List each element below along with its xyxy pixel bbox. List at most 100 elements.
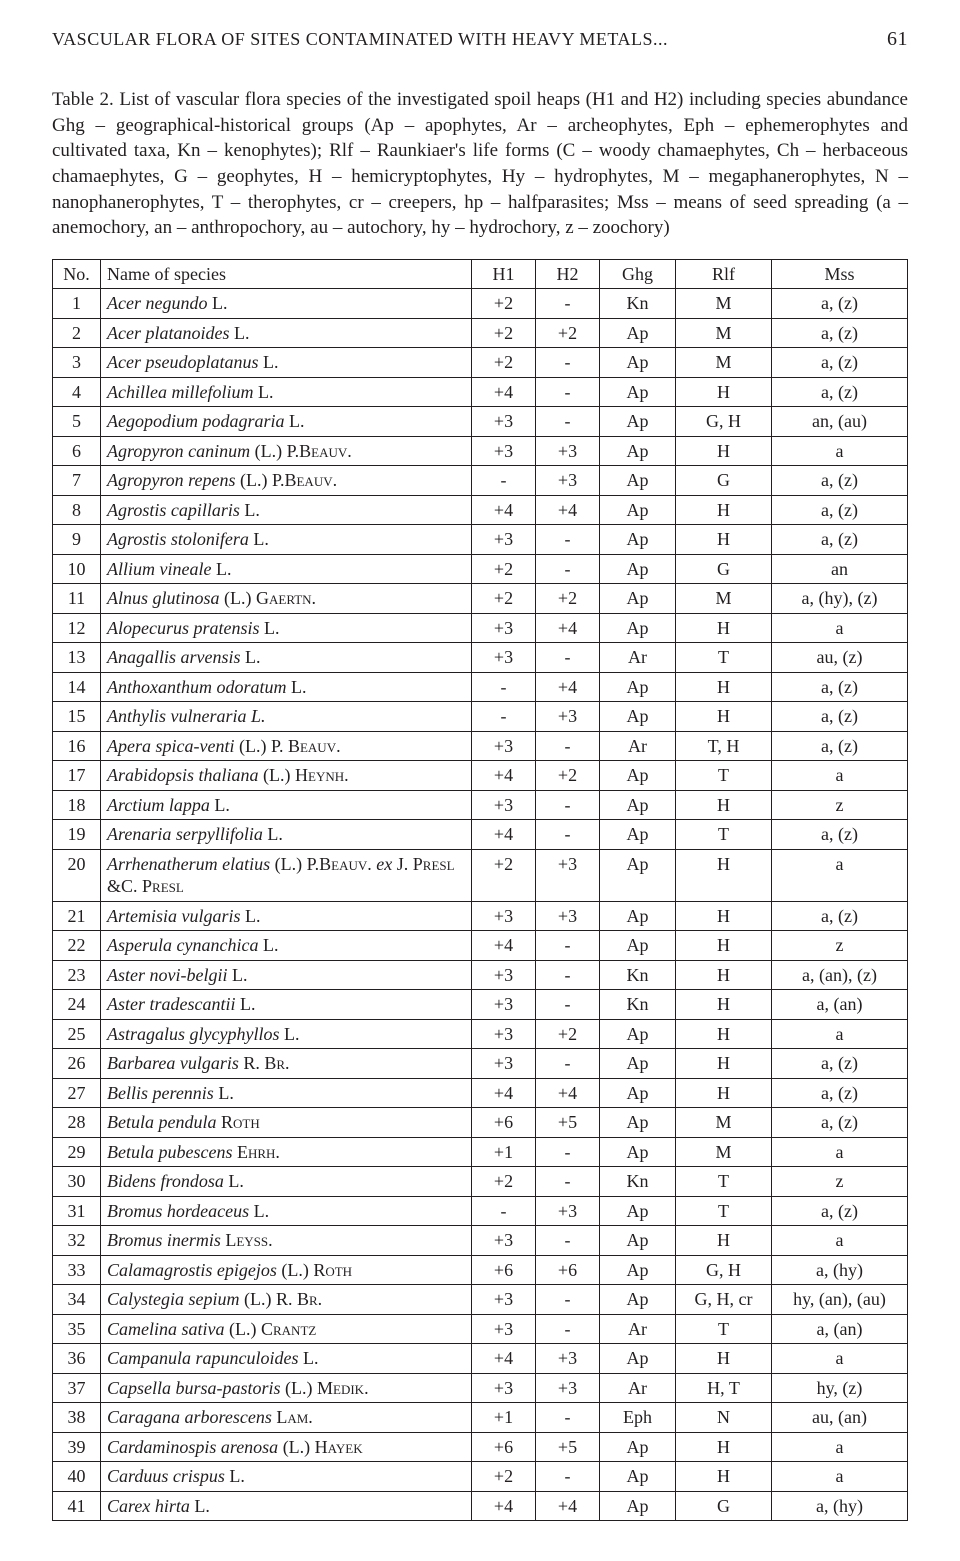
table-row: 6Agropyron caninum (L.) P.Beauv.+3+3ApHa [53,436,908,466]
table-row: 33Calamagrostis epigejos (L.) Roth+6+6Ap… [53,1255,908,1285]
cell-h2: - [536,348,600,378]
cell-mss: a, (z) [772,348,908,378]
cell-h1: +4 [472,377,536,407]
cell-ghg: Ap [600,820,676,850]
cell-ghg: Ap [600,318,676,348]
cell-mss: a, (z) [772,1108,908,1138]
table-row: 31Bromus hordeaceus L.-+3ApTa, (z) [53,1196,908,1226]
cell-name: Barbarea vulgaris R. Br. [101,1049,472,1079]
cell-name: Carduus crispus L. [101,1462,472,1492]
cell-h2: +3 [536,466,600,496]
cell-h1: +2 [472,849,536,901]
cell-name: Calamagrostis epigejos (L.) Roth [101,1255,472,1285]
cell-ghg: Ap [600,1344,676,1374]
cell-ghg: Ap [600,1108,676,1138]
cell-ghg: Ap [600,849,676,901]
table-row: 7Agropyron repens (L.) P.Beauv.-+3ApGa, … [53,466,908,496]
table-row: 10Allium vineale L.+2-ApGan [53,554,908,584]
cell-h1: +3 [472,1049,536,1079]
cell-rlf: H [676,790,772,820]
cell-rlf: T [676,643,772,673]
cell-ghg: Kn [600,960,676,990]
cell-rlf: H [676,960,772,990]
cell-h2: - [536,289,600,319]
cell-no: 35 [53,1314,101,1344]
cell-no: 20 [53,849,101,901]
cell-mss: a, (z) [772,1196,908,1226]
cell-ghg: Ap [600,1196,676,1226]
cell-h1: +6 [472,1108,536,1138]
cell-no: 10 [53,554,101,584]
cell-h2: - [536,731,600,761]
cell-name: Anthoxanthum odoratum L. [101,672,472,702]
cell-rlf: H [676,1019,772,1049]
col-h1: H1 [472,259,536,289]
cell-mss: an [772,554,908,584]
cell-rlf: H [676,1432,772,1462]
cell-ghg: Ap [600,613,676,643]
cell-no: 40 [53,1462,101,1492]
table-row: 37Capsella bursa-pastoris (L.) Medik.+3+… [53,1373,908,1403]
cell-no: 7 [53,466,101,496]
cell-rlf: H [676,990,772,1020]
cell-h2: +3 [536,849,600,901]
cell-ghg: Ap [600,466,676,496]
cell-mss: a, (z) [772,702,908,732]
cell-rlf: T [676,820,772,850]
table-row: 9Agrostis stolonifera L.+3-ApHa, (z) [53,525,908,555]
cell-mss: a [772,1137,908,1167]
cell-h2: - [536,1462,600,1492]
cell-ghg: Ap [600,1255,676,1285]
cell-h2: - [536,960,600,990]
cell-mss: a, (z) [772,495,908,525]
cell-name: Cardaminospis arenosa (L.) Hayek [101,1432,472,1462]
table-row: 12Alopecurus pratensis L.+3+4ApHa [53,613,908,643]
cell-mss: hy, (an), (au) [772,1285,908,1315]
cell-ghg: Ar [600,1373,676,1403]
cell-name: Camelina sativa (L.) Crantz [101,1314,472,1344]
cell-h1: +2 [472,318,536,348]
cell-name: Anthylis vulneraria L. [101,702,472,732]
cell-h2: - [536,1226,600,1256]
table-row: 23Aster novi-belgii L.+3-KnHa, (an), (z) [53,960,908,990]
cell-h1: +3 [472,901,536,931]
cell-h1: +3 [472,1226,536,1256]
cell-mss: z [772,931,908,961]
cell-no: 15 [53,702,101,732]
cell-h1: +2 [472,289,536,319]
col-mss: Mss [772,259,908,289]
cell-h2: - [536,1167,600,1197]
cell-no: 13 [53,643,101,673]
cell-no: 2 [53,318,101,348]
cell-name: Campanula rapunculoides L. [101,1344,472,1374]
cell-mss: a [772,761,908,791]
cell-rlf: G [676,466,772,496]
cell-mss: an, (au) [772,407,908,437]
cell-mss: a [772,1019,908,1049]
cell-rlf: T [676,1167,772,1197]
cell-rlf: N [676,1403,772,1433]
cell-name: Bromus hordeaceus L. [101,1196,472,1226]
table-row: 40Carduus crispus L.+2-ApHa [53,1462,908,1492]
cell-h2: +2 [536,1019,600,1049]
table-row: 13Anagallis arvensis L.+3-ArTau, (z) [53,643,908,673]
cell-no: 5 [53,407,101,437]
cell-h1: +3 [472,960,536,990]
cell-name: Carex hirta L. [101,1491,472,1521]
cell-ghg: Ap [600,1137,676,1167]
cell-mss: a [772,613,908,643]
cell-h1: +4 [472,1078,536,1108]
cell-h1: - [472,1196,536,1226]
cell-name: Calystegia sepium (L.) R. Br. [101,1285,472,1315]
cell-name: Aster tradescantii L. [101,990,472,1020]
table-row: 35Camelina sativa (L.) Crantz+3-ArTa, (a… [53,1314,908,1344]
cell-mss: a, (hy) [772,1255,908,1285]
cell-ghg: Kn [600,990,676,1020]
cell-rlf: M [676,1137,772,1167]
cell-mss: a [772,1462,908,1492]
cell-rlf: H [676,1078,772,1108]
cell-h1: +3 [472,643,536,673]
cell-rlf: M [676,289,772,319]
cell-ghg: Ap [600,901,676,931]
cell-name: Achillea millefolium L. [101,377,472,407]
